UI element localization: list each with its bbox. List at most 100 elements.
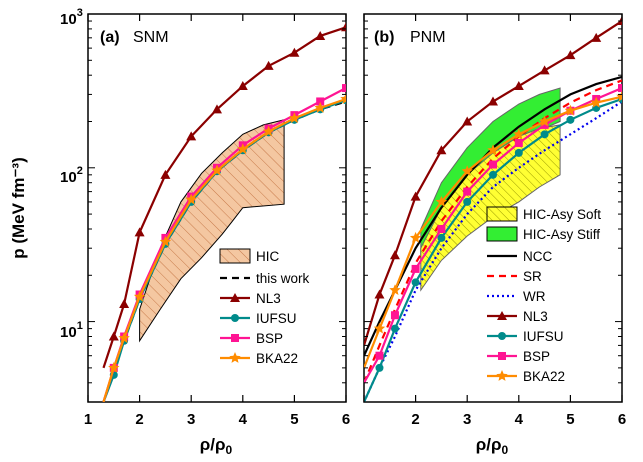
series-line [364, 97, 622, 402]
data-point [487, 144, 499, 156]
legend-label: BSP [256, 331, 283, 346]
data-point [498, 352, 506, 360]
data-point [211, 164, 223, 176]
data-point [108, 331, 119, 341]
data-point [159, 235, 172, 247]
series-line [364, 100, 622, 402]
data-point [591, 32, 602, 42]
legend-label: NL3 [256, 291, 281, 306]
data-point [375, 351, 384, 360]
data-point [616, 90, 622, 102]
data-point [539, 65, 550, 75]
data-point [160, 169, 171, 179]
data-point [496, 370, 508, 381]
data-point [263, 60, 274, 70]
constraint-band [139, 119, 285, 343]
data-point [316, 97, 325, 106]
data-point [461, 165, 473, 177]
x-tick-label: 3 [187, 411, 195, 428]
legend-swatch [486, 206, 518, 222]
data-point [185, 193, 197, 205]
data-point [437, 224, 446, 233]
plot-frame [363, 13, 623, 403]
legend: HIC this work NL3 IUFSU BSP BKA22 [219, 248, 310, 366]
legend-label: BKA22 [523, 369, 565, 384]
y-axis-label: p (MeV fm⁻³) [9, 157, 28, 259]
data-point [237, 81, 248, 91]
panel-pnm: (b) PNM [363, 13, 623, 403]
legend-label: HIC-Asy Soft [523, 207, 601, 222]
legend-swatch [219, 248, 251, 264]
data-point [212, 104, 222, 114]
data-point [315, 30, 326, 40]
x-tick-label: 5 [566, 411, 574, 428]
data-point [514, 148, 523, 157]
x-tick-label: 6 [618, 411, 626, 428]
panel-label-a: (a) [100, 29, 120, 46]
data-point [133, 290, 146, 302]
data-point [118, 332, 130, 343]
legend-label: this work [256, 271, 310, 286]
x-axis-label-a: ρ/ρ0 [200, 435, 233, 457]
data-point [462, 116, 473, 126]
data-point [565, 50, 576, 60]
y-tick-label: 102 [60, 165, 83, 186]
data-point [374, 289, 385, 299]
series-line [364, 20, 622, 346]
data-point [342, 84, 346, 93]
panel-title-pnm: PNM [410, 29, 446, 46]
panel-title-snm: SNM [133, 29, 169, 46]
data-point [134, 227, 145, 237]
legend: HIC-Asy Soft HIC-Asy Stiff NCC SR WR NL3 IUFSU… [486, 206, 601, 384]
data-point [514, 138, 523, 147]
data-point [435, 195, 448, 207]
legend-label: NL3 [523, 309, 548, 324]
data-point [289, 47, 300, 57]
data-point [513, 81, 524, 91]
data-point [411, 278, 420, 287]
x-tick-label: 4 [515, 411, 524, 428]
data-point [410, 191, 421, 201]
x-tick-label: 2 [135, 411, 143, 428]
data-point [463, 197, 472, 206]
data-point [437, 233, 446, 242]
data-point [566, 115, 575, 124]
x-tick-label: 5 [290, 411, 298, 428]
legend-label: IUFSU [523, 329, 564, 344]
data-point [108, 361, 120, 373]
data-point [540, 120, 549, 129]
x-tick-label: 2 [411, 411, 419, 428]
data-point [340, 93, 346, 104]
data-point [409, 231, 422, 243]
data-point [288, 112, 301, 124]
data-point [411, 264, 420, 273]
data-point [390, 324, 399, 333]
x-tick-label: 1 [84, 411, 92, 428]
data-point [540, 130, 549, 139]
y-tick-label: 103 [60, 7, 83, 28]
data-point [375, 363, 384, 372]
x-tick-label: 3 [463, 411, 471, 428]
data-point [231, 314, 239, 322]
data-point [489, 170, 497, 179]
data-point [590, 96, 602, 108]
data-point [373, 322, 386, 334]
panel-snm: (a) SNM [87, 13, 347, 403]
series-line [102, 87, 346, 402]
data-point [538, 115, 551, 127]
plot-frame [87, 13, 347, 403]
data-point [618, 84, 622, 93]
data-point [436, 145, 447, 155]
data-point [513, 128, 525, 140]
legend-label: HIC-Asy Stiff [523, 227, 600, 242]
data-point [498, 332, 506, 340]
legend-label: BKA22 [256, 351, 298, 366]
data-point [390, 311, 399, 320]
legend-label: SR [523, 269, 542, 284]
data-point [341, 22, 346, 32]
data-point [262, 125, 275, 137]
data-point [497, 311, 507, 320]
data-point [314, 101, 326, 113]
x-tick-label: 6 [342, 411, 350, 428]
